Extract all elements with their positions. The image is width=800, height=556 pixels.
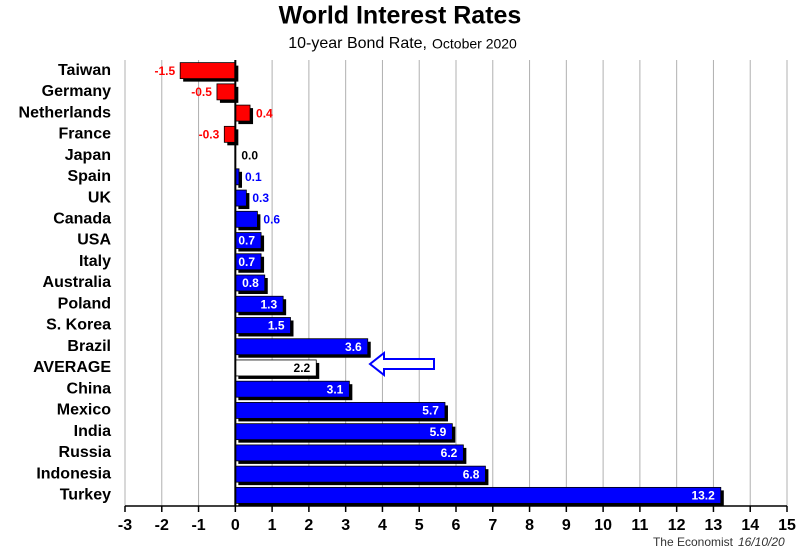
bar-shadow	[238, 171, 243, 188]
arrow	[368, 350, 435, 378]
value-label: 13.2	[691, 489, 715, 503]
bar	[234, 210, 258, 228]
y-tick-label: France	[59, 126, 112, 143]
chart-subtitle-date: October 2020	[432, 36, 517, 52]
y-tick-label: Australia	[43, 274, 112, 291]
bar	[179, 62, 236, 80]
x-tick-label: 15	[778, 517, 796, 534]
bar	[234, 465, 486, 483]
value-label: 1.5	[268, 319, 285, 333]
y-tick-label: Russia	[59, 444, 112, 461]
y-tick-label: USA	[77, 232, 111, 249]
value-label: 6.2	[441, 446, 458, 460]
value-label: 0.4	[256, 106, 273, 120]
value-label: 0.7	[238, 234, 255, 248]
bar	[234, 423, 453, 441]
x-tick-label: 5	[415, 517, 424, 534]
y-tick-label: Turkey	[60, 487, 111, 504]
x-tick-label: -1	[191, 517, 205, 534]
y-tick-label: Indonesia	[36, 465, 111, 482]
y-tick-label: Canada	[53, 211, 111, 228]
x-tick-label: 12	[668, 517, 686, 534]
value-label: 0.3	[252, 191, 269, 205]
value-label: 0.8	[242, 276, 259, 290]
y-tick-label: Italy	[79, 253, 111, 270]
y-tick-label: India	[74, 423, 111, 440]
y-tick-label: Taiwan	[58, 62, 111, 79]
value-label: 5.7	[422, 404, 439, 418]
value-label: -0.3	[199, 128, 220, 142]
x-tick-label: 13	[705, 517, 723, 534]
value-label: 6.8	[463, 467, 480, 481]
y-tick-label: UK	[88, 189, 112, 206]
value-label: 3.1	[327, 382, 344, 396]
bar	[234, 486, 722, 504]
value-label: 5.9	[430, 425, 447, 439]
bar	[234, 402, 446, 419]
y-tick-label: Netherlands	[19, 104, 112, 121]
bar	[223, 125, 236, 143]
value-label: 0.7	[238, 255, 255, 269]
y-tick-label: Spain	[67, 168, 111, 185]
bar	[216, 83, 236, 101]
value-label: 0.0	[241, 149, 258, 163]
x-tick-label: 6	[452, 517, 461, 534]
x-tick-label: 3	[341, 517, 350, 534]
y-tick-label: Germany	[42, 83, 111, 100]
x-tick-label: -3	[118, 517, 132, 534]
y-tick-label: Poland	[58, 295, 111, 312]
y-tick-label: Brazil	[67, 338, 111, 355]
value-label: 0.1	[245, 170, 262, 184]
bar	[234, 104, 251, 122]
y-tick-label: AVERAGE	[33, 359, 111, 376]
x-tick-label: 8	[525, 517, 534, 534]
x-tick-label: 4	[378, 517, 387, 534]
x-tick-label: 11	[631, 517, 648, 534]
y-tick-label: China	[67, 380, 112, 397]
bar	[234, 444, 464, 462]
x-tick-label: 7	[488, 517, 497, 534]
value-label: 3.6	[345, 340, 362, 354]
date: 16/10/20	[738, 535, 785, 549]
x-tick-label: 9	[562, 517, 571, 534]
value-label: 2.2	[294, 361, 311, 375]
x-tick-label: 2	[304, 517, 313, 534]
source: The Economist	[653, 535, 734, 549]
bar	[234, 189, 247, 207]
y-tick-label: Japan	[65, 147, 111, 164]
y-tick-label: Mexico	[57, 402, 111, 419]
value-label: -1.5	[154, 64, 175, 78]
value-label: -0.5	[191, 85, 212, 99]
x-tick-label: 14	[741, 517, 759, 534]
x-tick-label: 10	[594, 517, 612, 534]
value-label: 1.3	[260, 297, 277, 311]
y-tick-label: S. Korea	[46, 317, 111, 334]
x-tick-label: -2	[155, 517, 169, 534]
x-tick-label: 1	[268, 517, 277, 534]
value-label: 0.6	[263, 212, 280, 226]
x-tick-label: 0	[231, 517, 240, 534]
chart-subtitle: 10-year Bond Rate,	[288, 35, 427, 52]
chart-title: World Interest Rates	[279, 2, 522, 30]
